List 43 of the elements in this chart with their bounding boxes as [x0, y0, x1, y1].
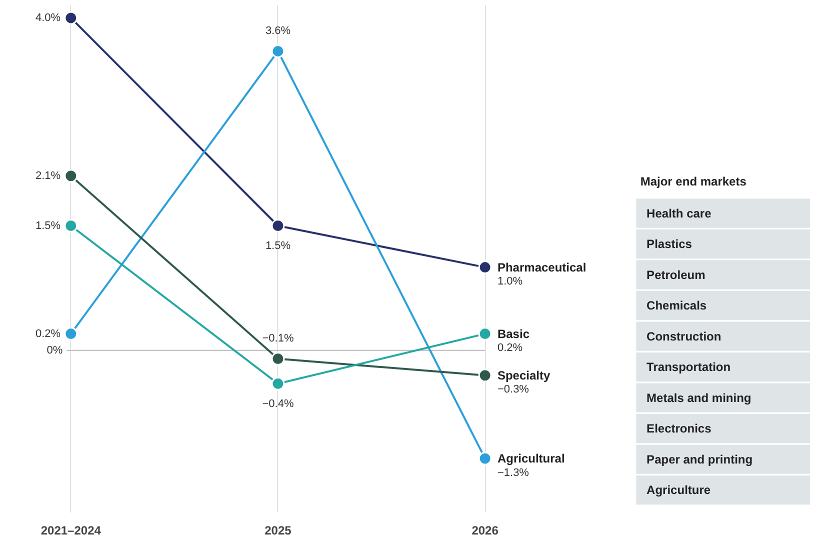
x-tick-label: 2021–2024: [40, 524, 102, 538]
text: Petroleum: [646, 268, 706, 282]
text: Electronics: [646, 422, 712, 436]
point: [64, 11, 78, 25]
point: [478, 260, 492, 274]
x-tick-label: 2026: [472, 524, 499, 538]
series-label: Agricultural: [497, 451, 565, 466]
point: [64, 327, 78, 341]
text: Paper and printing: [646, 452, 753, 466]
point: [271, 376, 285, 390]
point: [478, 327, 492, 341]
series-label: Specialty: [497, 368, 550, 382]
point: [271, 44, 285, 58]
point: [271, 219, 285, 232]
text: Metals and mining: [646, 390, 752, 405]
data-label: −0.4%: [262, 398, 294, 410]
data-label: 2.1%: [35, 170, 61, 182]
data-label: −1.3%: [497, 466, 530, 479]
text: Health care: [646, 206, 712, 220]
point: [478, 452, 492, 466]
point: [64, 219, 78, 232]
text: Agriculture: [646, 483, 711, 498]
x-tick-label: 2025: [264, 524, 292, 538]
point: [271, 352, 285, 366]
point: [478, 368, 492, 382]
data-label: 0.2%: [497, 342, 523, 354]
data-label: 4.0%: [35, 12, 61, 24]
text: Plastics: [646, 237, 692, 252]
data-label: 0.2%: [35, 328, 61, 340]
text: Chemicals: [646, 298, 707, 313]
data-label: 1.5%: [265, 240, 291, 252]
ref-line-label: 0%: [46, 344, 63, 356]
data-label: 3.6%: [265, 25, 291, 38]
data-label: −0.1%: [262, 332, 294, 345]
text: Construction: [646, 329, 722, 344]
data-label: −0.3%: [497, 384, 530, 396]
data-label: 1.5%: [35, 220, 61, 232]
text: Transportation: [646, 360, 731, 374]
data-label: 1.0%: [497, 276, 523, 288]
legend-title: Major end markets: [640, 174, 747, 188]
series-label: Basic: [497, 326, 530, 341]
point: [64, 169, 78, 183]
series-label: Pharmaceutical: [497, 260, 586, 274]
